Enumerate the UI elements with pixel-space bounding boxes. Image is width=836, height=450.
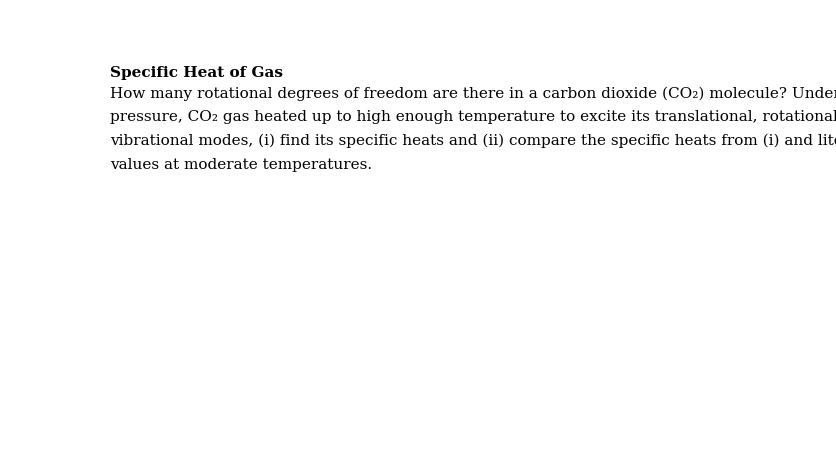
Text: Specific Heat of Gas: Specific Heat of Gas (110, 66, 283, 80)
Text: pressure, CO₂ gas heated up to high enough temperature to excite its translation: pressure, CO₂ gas heated up to high enou… (110, 111, 836, 125)
Text: values at moderate temperatures.: values at moderate temperatures. (110, 158, 371, 171)
Text: vibrational modes, (i) find its specific heats and (ii) compare the specific hea: vibrational modes, (i) find its specific… (110, 134, 836, 148)
Text: How many rotational degrees of freedom are there in a carbon dioxide (CO₂) molec: How many rotational degrees of freedom a… (110, 87, 836, 101)
